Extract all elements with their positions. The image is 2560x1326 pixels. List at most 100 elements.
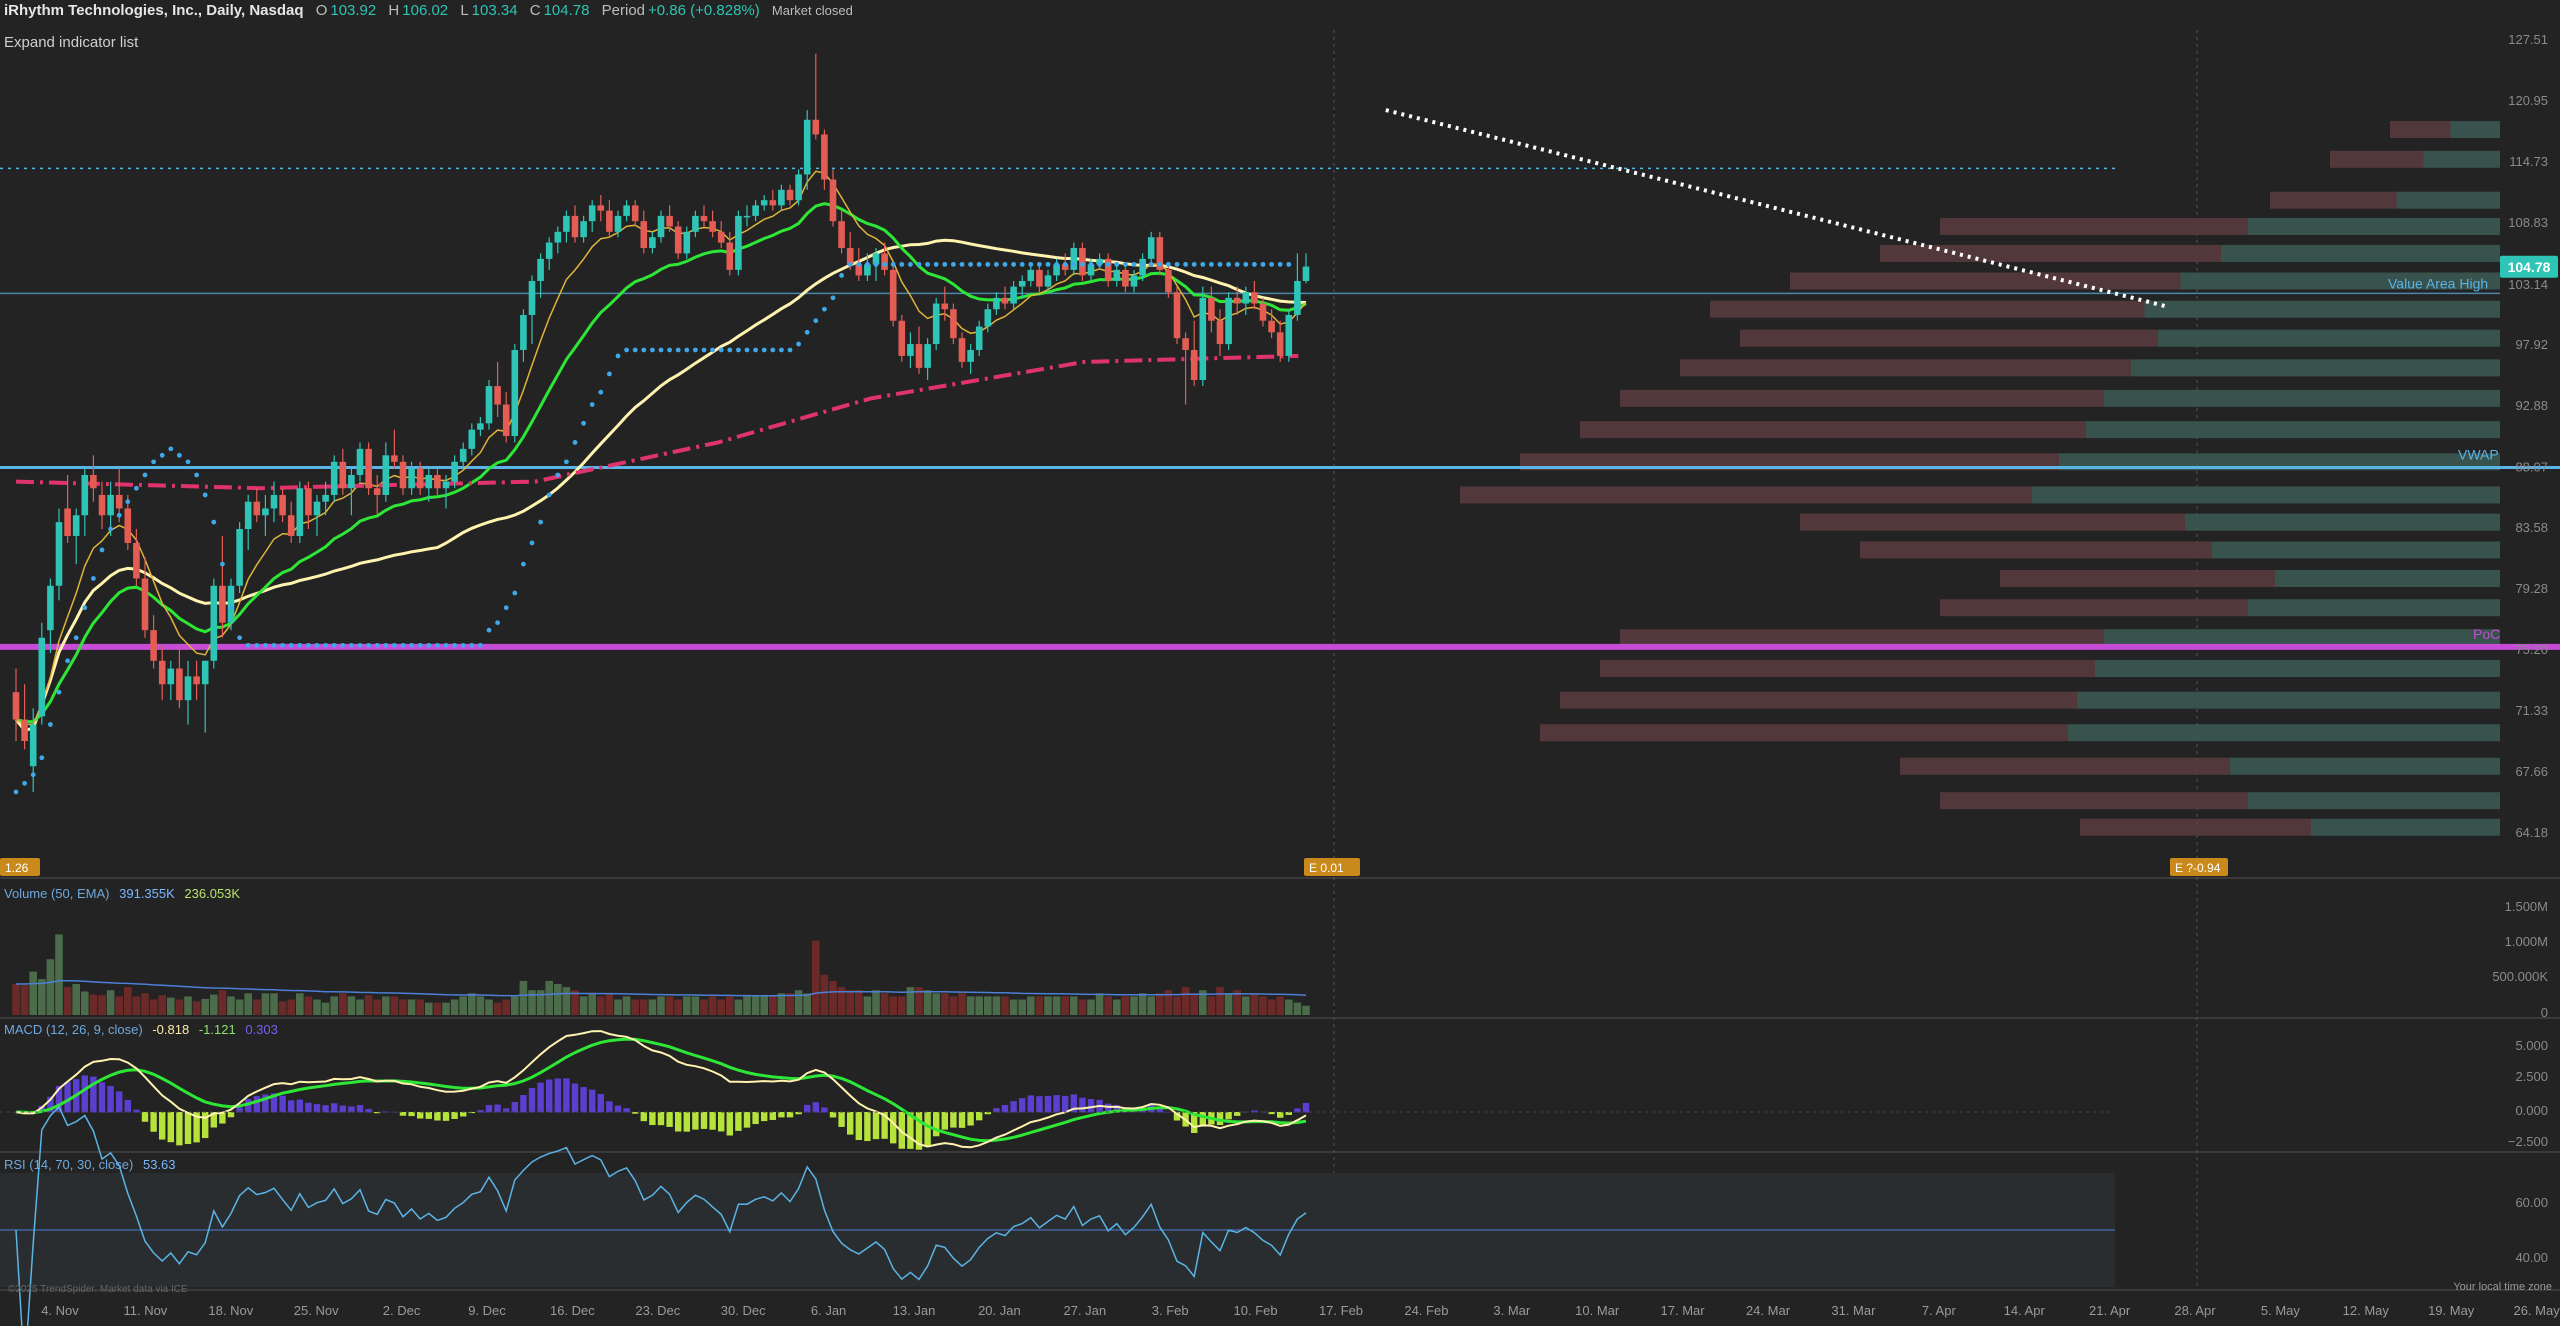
sar-dot [873,261,879,267]
candle-body [124,508,132,543]
volume-bar [192,1001,201,1015]
candle-body [167,668,175,685]
macd-histogram-bar [107,1085,114,1113]
macd-histogram-bar [494,1104,501,1113]
volume-profile-bar-sell [2270,191,2397,209]
volume-bar [1216,987,1224,1015]
volume-bar [915,987,923,1015]
sar-dot [1123,261,1128,267]
sar-dot [108,526,113,532]
expand-indicator-list-link[interactable]: Expand indicator list [4,34,139,51]
macd-histogram-bar [864,1112,871,1142]
volume-bar [1104,996,1112,1015]
volume-axis-tick: 500.000K [2492,969,2548,984]
candle-body [692,215,699,232]
volume-value-1: 391.355K [119,886,175,901]
volume-bar [433,1002,442,1015]
sar-dot [1045,261,1051,267]
candle-body [537,258,544,281]
volume-bar [648,999,657,1015]
sar-dot [349,642,354,648]
candle-body [657,215,665,238]
volume-bar [932,993,940,1015]
macd-histogram-bar [700,1112,708,1129]
candle-body [90,474,97,489]
sar-dot [890,261,896,267]
macd-histogram-bar [829,1112,837,1118]
volume-profile-bar-buy [2311,818,2500,836]
candle-body [717,231,725,243]
candle-body [1156,237,1164,270]
volume-bar [1113,999,1121,1015]
price-pane [0,0,2560,878]
date-axis-label: 10. Mar [1575,1303,1620,1318]
candle-body [339,461,347,489]
volume-bar [898,996,906,1015]
candle-body [520,314,527,350]
macd-histogram-bar [167,1112,174,1143]
sar-dot [237,635,243,641]
candle-body [236,529,243,586]
candle-body [477,423,484,430]
candle-body [158,660,166,685]
volume-profile-bar-sell [1710,300,2145,318]
sar-dot [168,446,174,452]
sar-dot [202,492,208,498]
macd-histogram-bar [666,1112,673,1127]
macd-histogram-bar [1302,1102,1310,1113]
candle-body [227,585,235,623]
volume-bar [1250,993,1259,1015]
period-value: +0.86 (+0.828%) [648,2,760,19]
date-axis-label: 20. Jan [978,1303,1021,1318]
current-price-badge-text: 104.78 [2508,259,2551,275]
sar-dot [22,780,27,786]
volume-bar [889,996,897,1015]
volume-bar [1199,990,1207,1015]
volume-bar [227,996,235,1015]
volume-profile-bar-sell [1460,486,2032,504]
macd-histogram-bar [1062,1095,1069,1113]
candle-body [296,488,304,536]
volume-bar [1181,987,1190,1015]
sar-dot [718,347,724,353]
volume-bar [743,996,751,1015]
volume-bar [812,940,820,1015]
macd-histogram-bar [847,1112,854,1135]
volume-profile-bar-buy [2180,272,2500,290]
candle-body [1027,269,1035,281]
volume-profile-bar-buy [2248,792,2500,810]
volume-bar [803,993,811,1015]
macd-histogram-bar [98,1082,106,1113]
sar-dot [1105,261,1111,267]
volume-bar [872,990,880,1015]
sar-dot [220,561,225,567]
candle-body [545,242,553,259]
macd-histogram-bar [1079,1097,1086,1113]
sar-dot [1269,261,1274,267]
sar-dot [400,642,406,648]
macd-histogram-bar [133,1109,140,1113]
macd-histogram-bar [1225,1112,1232,1120]
macd-histogram-bar [769,1112,776,1120]
candle-body [528,280,536,315]
macd-histogram-bar [451,1112,458,1119]
macd-histogram-bar [1010,1101,1017,1113]
volume-bar [261,993,270,1015]
macd-histogram-bar [976,1112,983,1121]
macd-histogram-bar [993,1108,1000,1113]
macd-histogram-bar [313,1104,321,1113]
candle-body [502,404,510,437]
candle-body [1233,297,1241,304]
candle-body [588,205,596,222]
sar-dot [503,605,509,611]
macd-histogram-bar [159,1112,166,1140]
sar-dot [151,459,157,465]
macd-histogram-bar [253,1096,260,1113]
volume-bar [1293,1002,1302,1015]
volume-bar [562,987,571,1015]
macd-histogram-bar [898,1112,905,1149]
volume-bar [399,999,407,1015]
volume-bar [708,996,717,1015]
candle-body [72,515,80,536]
